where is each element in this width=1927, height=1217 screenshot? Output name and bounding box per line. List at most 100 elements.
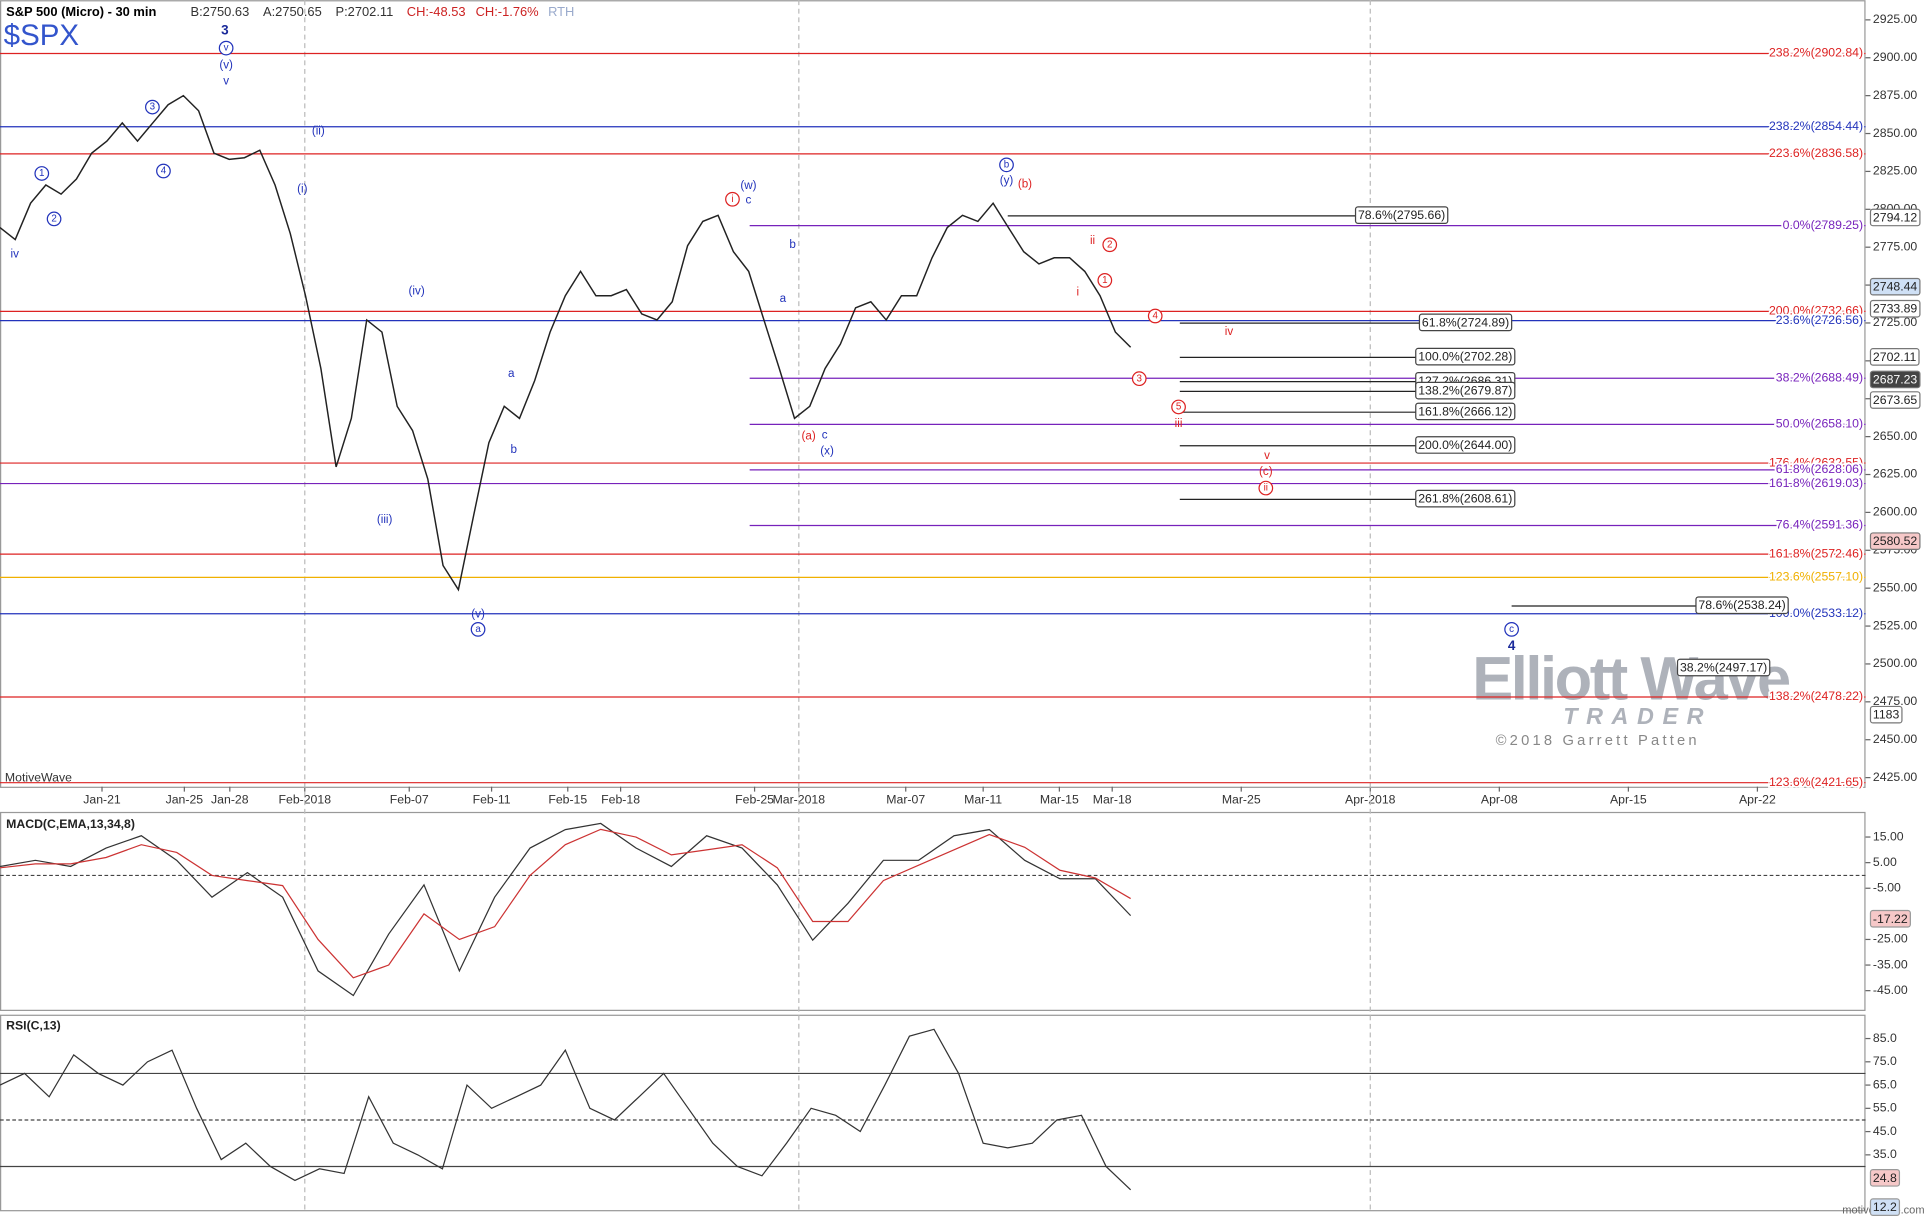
fib-label: 238.2%(2854.44) (1769, 119, 1863, 133)
price-marker: 2748.44 (1873, 280, 1918, 294)
wave-label: (w) (740, 179, 756, 192)
wave-label: a (508, 367, 515, 380)
fib-label: 0.0%(2789.25) (1783, 218, 1863, 232)
target-box (1354, 206, 1449, 224)
target-label: 100.0%(2702.28) (1418, 350, 1512, 364)
y-tick-label: 2875.00 (1873, 88, 1918, 102)
wave-label: i (1076, 286, 1079, 299)
y-tick-label: 75.0 (1873, 1054, 1897, 1068)
target-box (1415, 436, 1516, 454)
y-tick-label: 2525.00 (1873, 618, 1918, 632)
price-marker: 2702.11 (1873, 350, 1917, 364)
wave-circle (1258, 480, 1274, 496)
x-tick-label: Mar-11 (964, 792, 1002, 806)
price-panel (0, 0, 1866, 788)
y-tick-label: 2900.00 (1873, 50, 1918, 64)
fib-label: 138.2%(2478.22) (1769, 689, 1863, 703)
target-box (1415, 381, 1516, 400)
volume-marker: 1183 (1873, 708, 1900, 722)
wave-label: (iv) (409, 285, 425, 298)
y-tick-label: 2625.00 (1873, 467, 1918, 481)
fib-label: 223.6%(2836.58) (1769, 146, 1863, 160)
wave-label: (b) (1018, 178, 1032, 191)
target-label: 78.6%(2795.66) (1358, 208, 1445, 222)
x-tick-label: Mar-15 (1040, 792, 1079, 806)
target-label: 61.8%(2724.89) (1422, 315, 1509, 329)
change-pct: CH:-1.76% (476, 4, 539, 19)
target-box (1418, 313, 1513, 332)
macd-marker-box (1869, 909, 1911, 928)
x-tick-label: Feb-18 (601, 792, 640, 806)
wave-label: ii (1090, 234, 1095, 247)
x-tick-label: Apr-2018 (1345, 792, 1396, 806)
wave-label: a (475, 624, 481, 635)
watermark-sub: TRADER (1563, 703, 1712, 729)
wave-label: iv (11, 248, 20, 261)
wave-label: ii (1264, 483, 1268, 494)
wave-circle (725, 191, 740, 207)
price-marker: 2687.23 (1873, 372, 1918, 386)
wave-label: iv (1225, 325, 1234, 338)
x-tick-label: Mar-2018 (773, 792, 826, 806)
y-tick-label: 35.0 (1873, 1147, 1897, 1161)
ask: A:2750.65 (263, 4, 322, 19)
y-tick-label: 2650.00 (1873, 429, 1918, 443)
y-tick-label: -5.00 (1873, 880, 1901, 894)
wave-label: a (780, 292, 787, 305)
y-tick-label: -35.00 (1873, 957, 1908, 971)
y-tick-label: -25.00 (1873, 932, 1908, 946)
x-tick-label: Feb-2018 (279, 792, 332, 806)
wave-label: v (223, 74, 229, 87)
y-tick-label: 2825.00 (1873, 164, 1918, 178)
target-box (1415, 489, 1516, 508)
rsi-panel (0, 1014, 1866, 1212)
rsi-marker-box (1869, 1198, 1901, 1216)
y-tick-label: 15.00 (1873, 829, 1904, 843)
price-marker-box (1869, 277, 1921, 296)
y-tick-label: 5.00 (1873, 855, 1897, 869)
target-label: 78.6%(2538.24) (1698, 598, 1785, 612)
y-tick-label: 65.0 (1873, 1077, 1897, 1091)
wave-label: (v) (219, 58, 233, 71)
y-tick-label: 2475.00 (1873, 694, 1918, 708)
wave-label: c (1509, 624, 1514, 635)
y-tick-label: 55.0 (1873, 1101, 1897, 1115)
wave-label: i (731, 194, 733, 205)
x-tick-label: Mar-18 (1093, 792, 1132, 806)
x-tick-label: Apr-22 (1739, 792, 1776, 806)
wave-label: iii (1175, 417, 1183, 430)
wave-label: v (1264, 449, 1270, 462)
watermark-brand: Elliott Wave (1472, 645, 1790, 714)
fib-label: 238.2%(2902.84) (1769, 46, 1863, 60)
wave-label: (iii) (377, 513, 393, 526)
x-tick-label: Feb-11 (473, 792, 511, 806)
fib-label: 200.0%(2732.66) (1769, 304, 1863, 318)
wave-label: 3 (1137, 373, 1143, 384)
wave-label: 1 (1102, 275, 1107, 286)
chart-title: S&P 500 (Micro) - 30 min (6, 4, 156, 19)
macd-marker: -17.22 (1873, 912, 1908, 926)
wave-label: 3 (221, 22, 229, 37)
y-tick-label: 2925.00 (1873, 12, 1918, 26)
fib-label: 123.6%(2557.10) (1769, 570, 1863, 584)
wave-label: (c) (1259, 465, 1273, 478)
wave-circle (1147, 308, 1163, 324)
x-tick-label: Apr-08 (1481, 792, 1518, 806)
wave-label: 4 (1508, 638, 1516, 653)
x-tick-label: Jan-21 (83, 792, 121, 806)
panel-title: MACD(C,EMA,13,34,8) (6, 817, 135, 831)
target-label: 138.2%(2679.87) (1418, 384, 1512, 398)
wave-circle (470, 622, 486, 637)
price-marker: 2794.12 (1873, 210, 1918, 224)
wave-circle (156, 163, 171, 179)
x-tick-label: Mar-07 (886, 792, 925, 806)
y-tick-label: 2725.00 (1873, 315, 1918, 329)
wave-label: 2 (51, 214, 56, 225)
wave-label: 2 (1107, 239, 1112, 250)
price-marker-box (1869, 299, 1921, 318)
y-tick-label: 45.0 (1873, 1124, 1897, 1138)
volume-marker-box (1869, 705, 1903, 724)
wave-label: b (510, 443, 516, 456)
wave-circle (1131, 371, 1147, 387)
